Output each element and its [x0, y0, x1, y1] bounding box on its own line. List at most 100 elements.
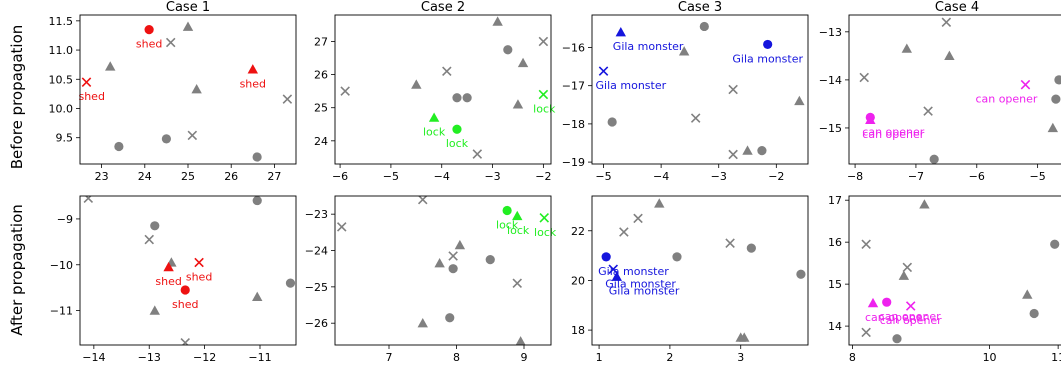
data-point-circle	[757, 146, 767, 156]
x-tick-label: −5	[383, 170, 399, 183]
highlight-point-triangle	[247, 64, 258, 74]
axes-frame	[79, 195, 297, 346]
y-tick-label: 20	[571, 274, 585, 287]
data-point-x	[512, 278, 523, 288]
x-tick-label: 23	[95, 170, 109, 183]
highlight-point-circle	[502, 205, 512, 216]
y-tick-label: 25	[314, 102, 328, 115]
point-label: can opener	[975, 93, 1037, 106]
x-tick-label: −3	[484, 170, 500, 183]
data-point-circle	[114, 141, 124, 152]
chart-title: Case 4	[935, 0, 979, 15]
data-point-triangle	[434, 258, 445, 268]
point-label: lock	[496, 219, 519, 232]
data-point-x	[690, 113, 701, 123]
data-point-triangle	[411, 79, 422, 89]
data-point-triangle	[191, 84, 202, 94]
data-point-circle	[252, 196, 262, 206]
point-label: can opener	[880, 314, 942, 327]
data-point-circle	[1051, 94, 1061, 104]
axes-frame	[591, 14, 809, 165]
data-point-circle	[699, 21, 709, 32]
point-label: lock	[534, 226, 557, 239]
x-tick-label: −4	[653, 170, 669, 183]
point-label: can opener	[865, 311, 927, 324]
data-point-x	[902, 262, 913, 273]
point-label: lock	[533, 102, 556, 115]
x-tick-label: −8	[847, 170, 863, 183]
x-tick-label: −5	[595, 170, 611, 183]
y-tick-label: 10.5	[49, 73, 74, 86]
y-tick-label: −26	[305, 317, 328, 330]
plot-area	[81, 21, 293, 162]
y-tick-label: 11.5	[49, 15, 74, 28]
x-tick-label: 25	[181, 170, 195, 183]
data-point-triangle	[252, 291, 263, 302]
highlight-point-x	[1020, 79, 1031, 90]
data-point-circle	[1050, 239, 1060, 249]
y-tick-label: −17	[562, 80, 585, 93]
y-tick-label: −23	[305, 208, 328, 221]
x-tick-label: −13	[138, 351, 161, 364]
highlight-point-circle	[882, 297, 892, 307]
point-label: Gila monster	[613, 40, 684, 53]
y-tick-label: 14	[828, 320, 842, 333]
highlight-point-x	[598, 66, 609, 76]
y-tick-label: 27	[314, 35, 328, 48]
point-label: shed	[136, 38, 162, 51]
data-point-x	[180, 337, 190, 345]
x-tick-label: 9	[521, 351, 528, 364]
data-point-circle	[445, 313, 455, 323]
data-point-x	[923, 106, 933, 116]
data-point-circle	[452, 93, 462, 103]
data-point-x	[728, 84, 738, 95]
highlight-point-circle	[180, 285, 190, 295]
data-point-triangle	[654, 198, 665, 208]
y-tick-label: 16	[828, 236, 842, 249]
highlight-point-triangle	[163, 261, 174, 272]
data-point-circle	[607, 117, 617, 127]
x-tick-label: −14	[82, 351, 105, 364]
data-point-circle	[1029, 308, 1039, 319]
chart-panel-5: −14 −13 −12 −11 −11 −10 −9 shed shed shed	[50, 195, 297, 364]
data-point-circle	[929, 154, 939, 164]
highlight-point-circle	[601, 252, 611, 262]
y-tick-label: 22	[571, 225, 585, 238]
plot-area	[83, 196, 296, 345]
y-tick-label: −16	[562, 41, 585, 54]
axes-frame	[334, 14, 552, 165]
x-tick-label: 8	[453, 351, 460, 364]
data-point-triangle	[454, 239, 466, 250]
data-point-x	[282, 94, 293, 104]
point-label: shed	[186, 270, 212, 283]
y-tick-label: 11.0	[49, 44, 74, 57]
x-tick-label: −2	[768, 170, 784, 183]
data-point-circle	[462, 93, 472, 103]
x-tick-label: −12	[193, 351, 216, 364]
y-tick-label: 17	[828, 194, 842, 207]
data-point-circle	[796, 269, 806, 279]
point-label: shed	[240, 77, 266, 90]
data-point-triangle	[517, 57, 529, 68]
data-point-x	[83, 196, 94, 204]
highlight-point-x	[194, 257, 204, 268]
highlight-point-triangle	[512, 210, 523, 221]
y-tick-label: −11	[50, 305, 73, 318]
y-tick-label: −18	[562, 118, 585, 131]
data-point-circle	[252, 152, 262, 162]
x-tick-label: 8	[849, 351, 856, 364]
y-tick-label: −14	[819, 74, 842, 87]
y-tick-label: 10.0	[49, 102, 74, 115]
point-label: shed	[78, 90, 104, 103]
axes-frame	[848, 195, 1061, 346]
x-tick-label: 24	[138, 170, 152, 183]
plot-area	[861, 199, 1060, 344]
y-tick-label: 9.5	[56, 132, 74, 145]
data-point-circle	[161, 134, 171, 144]
data-point-triangle	[739, 332, 750, 342]
x-tick-label: 11	[1051, 351, 1061, 364]
data-point-x	[619, 227, 629, 237]
